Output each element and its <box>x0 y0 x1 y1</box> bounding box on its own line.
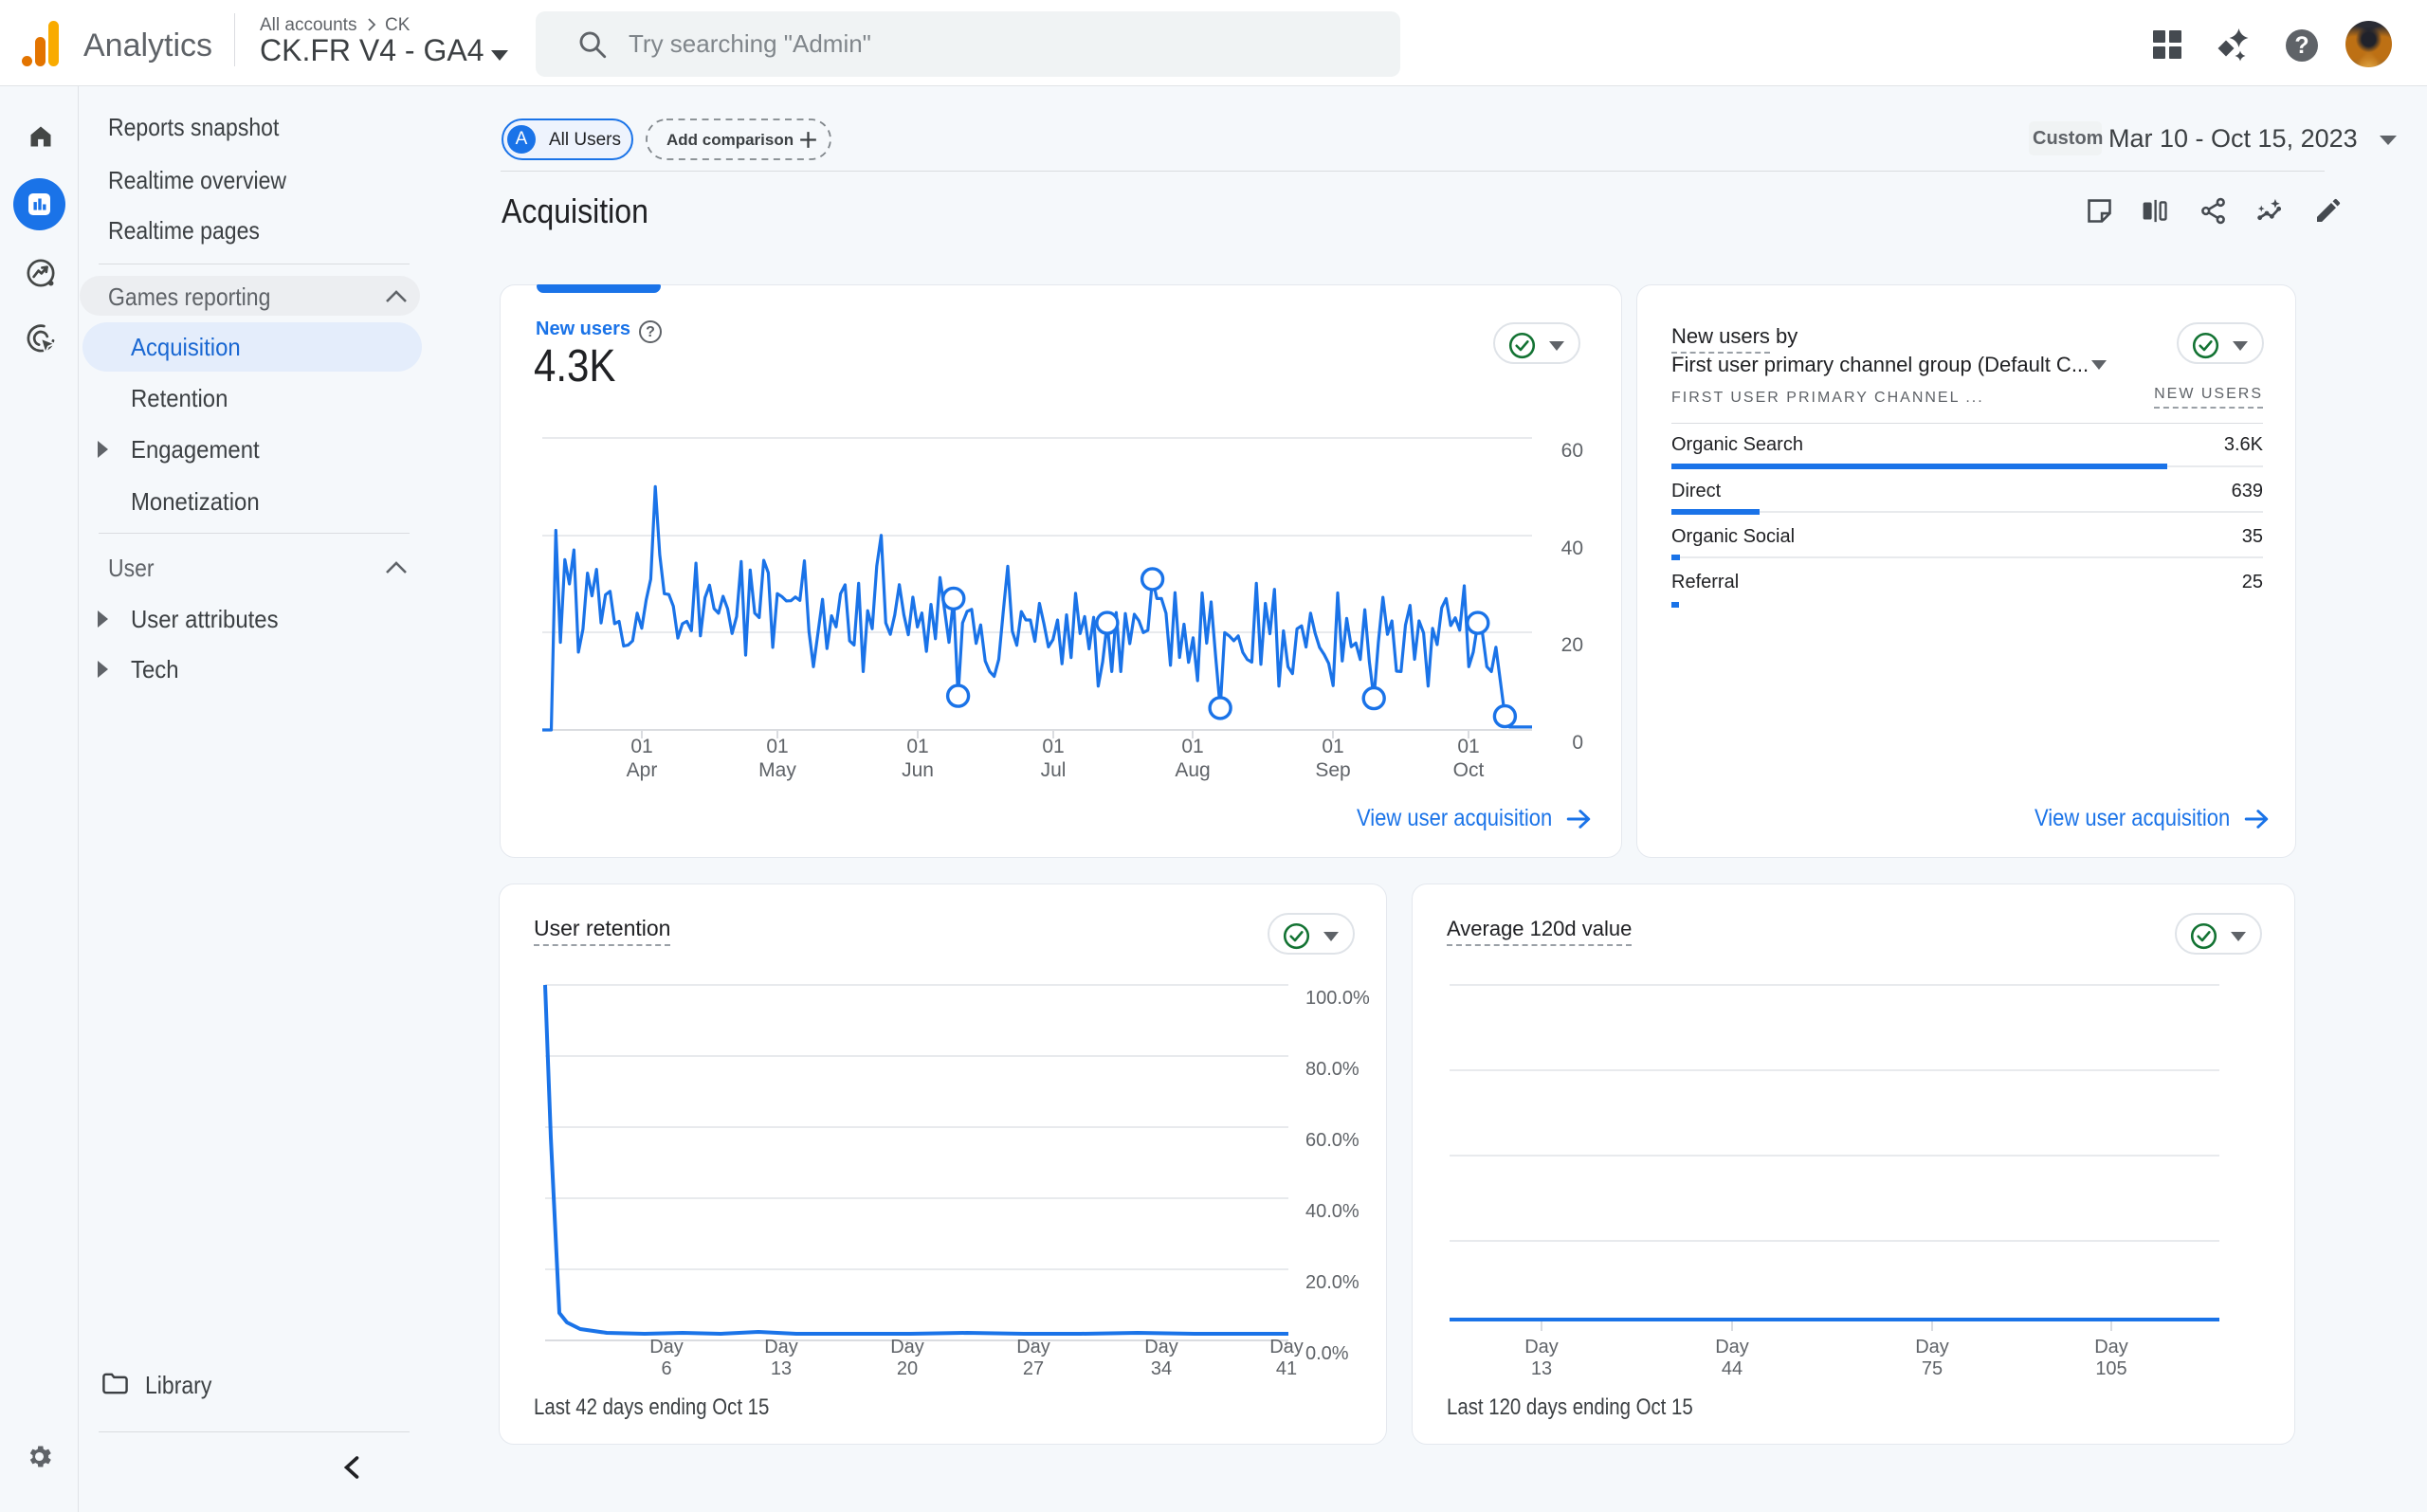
svg-text:Day: Day <box>2094 1337 2128 1357</box>
svg-text:Day: Day <box>1144 1337 1178 1357</box>
svg-text:105: 105 <box>2095 1358 2126 1379</box>
svg-text:41: 41 <box>1276 1358 1297 1379</box>
svg-text:20.0%: 20.0% <box>1305 1272 1359 1293</box>
svg-text:6: 6 <box>661 1358 671 1379</box>
svg-text:13: 13 <box>1531 1358 1552 1379</box>
svg-text:Day: Day <box>1524 1337 1559 1357</box>
svg-text:01: 01 <box>1457 736 1479 757</box>
svg-text:Aug: Aug <box>1175 759 1210 781</box>
svg-text:01: 01 <box>766 736 788 757</box>
svg-text:20: 20 <box>1561 634 1583 656</box>
svg-text:0.0%: 0.0% <box>1305 1343 1349 1364</box>
svg-text:Jul: Jul <box>1041 759 1067 781</box>
svg-text:20: 20 <box>897 1358 918 1379</box>
svg-text:100.0%: 100.0% <box>1305 988 1370 1009</box>
svg-text:34: 34 <box>1151 1358 1172 1379</box>
svg-text:75: 75 <box>1922 1358 1943 1379</box>
svg-text:01: 01 <box>1181 736 1203 757</box>
svg-text:Oct: Oct <box>1453 759 1485 781</box>
svg-text:44: 44 <box>1722 1358 1743 1379</box>
svg-text:Day: Day <box>764 1337 798 1357</box>
svg-text:Sep: Sep <box>1315 759 1350 781</box>
svg-text:27: 27 <box>1023 1358 1044 1379</box>
svg-text:01: 01 <box>1042 736 1064 757</box>
svg-text:Apr: Apr <box>627 759 658 781</box>
svg-text:Day: Day <box>1269 1337 1304 1357</box>
svg-text:40: 40 <box>1561 537 1583 559</box>
svg-text:Day: Day <box>649 1337 684 1357</box>
svg-text:40.0%: 40.0% <box>1305 1201 1359 1222</box>
svg-text:Day: Day <box>1715 1337 1749 1357</box>
svg-text:60: 60 <box>1561 440 1583 462</box>
svg-text:Jun: Jun <box>902 759 934 781</box>
svg-text:01: 01 <box>630 736 652 757</box>
svg-text:80.0%: 80.0% <box>1305 1059 1359 1080</box>
svg-text:60.0%: 60.0% <box>1305 1130 1359 1151</box>
svg-text:01: 01 <box>1322 736 1343 757</box>
svg-text:01: 01 <box>906 736 928 757</box>
svg-text:Day: Day <box>1016 1337 1050 1357</box>
svg-text:Day: Day <box>1915 1337 1949 1357</box>
svg-text:13: 13 <box>771 1358 792 1379</box>
svg-text:Day: Day <box>890 1337 924 1357</box>
svg-text:May: May <box>758 759 796 781</box>
svg-text:0: 0 <box>1572 732 1583 754</box>
